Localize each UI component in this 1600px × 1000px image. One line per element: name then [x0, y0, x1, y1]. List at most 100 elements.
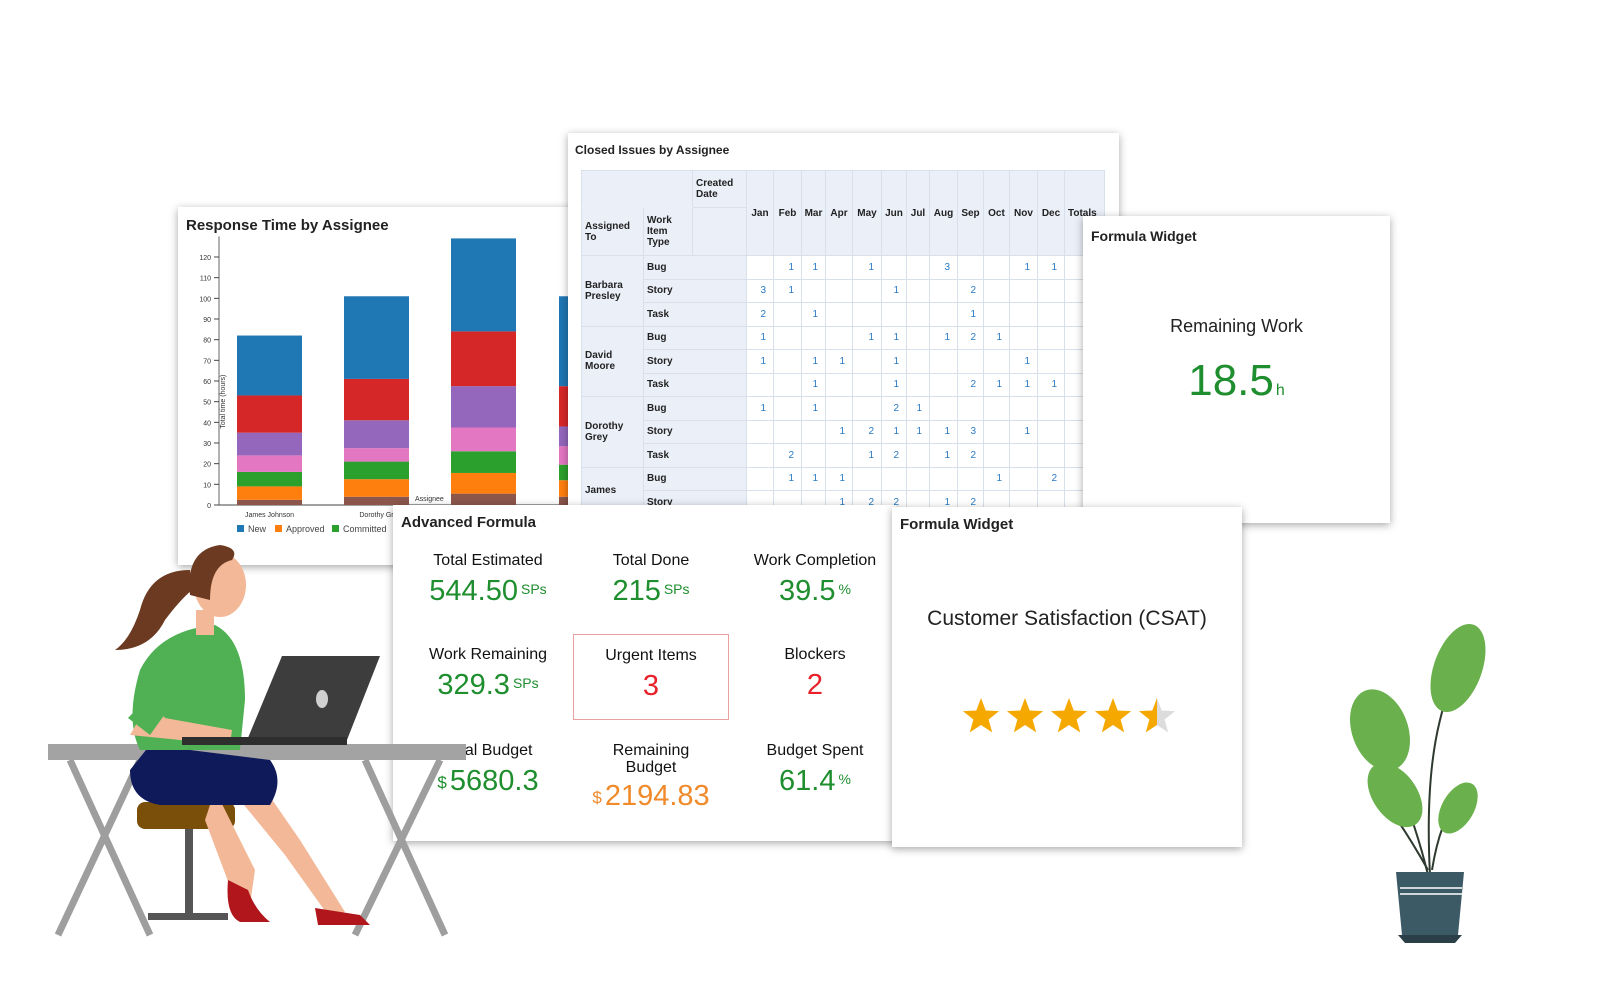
count-cell[interactable]: 1 — [773, 255, 802, 280]
count-cell[interactable] — [881, 255, 907, 280]
count-cell[interactable]: 3 — [746, 278, 774, 303]
count-cell[interactable] — [1009, 396, 1038, 421]
count-cell[interactable]: 2 — [773, 443, 802, 468]
count-cell[interactable]: 1 — [881, 419, 907, 444]
month-header[interactable]: Oct — [983, 170, 1010, 256]
count-cell[interactable] — [929, 396, 958, 421]
count-cell[interactable] — [825, 255, 853, 280]
count-cell[interactable] — [1037, 325, 1065, 350]
count-cell[interactable] — [746, 372, 774, 397]
count-cell[interactable] — [852, 396, 882, 421]
count-cell[interactable] — [881, 302, 907, 327]
formula-cell[interactable]: Total Done 215 SPs — [573, 540, 729, 626]
count-cell[interactable]: 2 — [852, 419, 882, 444]
month-header[interactable]: Jun — [881, 170, 907, 256]
count-cell[interactable] — [1009, 325, 1038, 350]
count-cell[interactable] — [746, 443, 774, 468]
count-cell[interactable]: 1 — [773, 278, 802, 303]
month-header[interactable]: Aug — [929, 170, 958, 256]
count-cell[interactable]: 1 — [881, 325, 907, 350]
month-header[interactable]: Apr — [825, 170, 853, 256]
count-cell[interactable]: 1 — [825, 349, 853, 374]
count-cell[interactable] — [801, 419, 826, 444]
count-cell[interactable] — [983, 349, 1010, 374]
count-cell[interactable] — [957, 396, 984, 421]
count-cell[interactable]: 2 — [957, 278, 984, 303]
month-header[interactable]: Feb — [773, 170, 802, 256]
month-header[interactable]: Sep — [957, 170, 984, 256]
count-cell[interactable]: 1 — [906, 419, 930, 444]
count-cell[interactable] — [983, 396, 1010, 421]
count-cell[interactable]: 1 — [1009, 255, 1038, 280]
count-cell[interactable]: 1 — [929, 419, 958, 444]
formula-cell[interactable]: Blockers 2 — [737, 634, 893, 720]
count-cell[interactable] — [1009, 302, 1038, 327]
count-cell[interactable] — [906, 278, 930, 303]
count-cell[interactable] — [906, 372, 930, 397]
count-cell[interactable] — [801, 443, 826, 468]
count-cell[interactable] — [957, 466, 984, 491]
assigned-to-header[interactable]: Assigned To — [581, 207, 644, 256]
count-cell[interactable] — [929, 302, 958, 327]
count-cell[interactable]: 1 — [1009, 349, 1038, 374]
count-cell[interactable] — [773, 396, 802, 421]
count-cell[interactable]: 1 — [1037, 372, 1065, 397]
count-cell[interactable]: 1 — [983, 466, 1010, 491]
formula-cell[interactable]: Total Budget $5680.3 — [410, 730, 566, 830]
count-cell[interactable] — [1037, 302, 1065, 327]
count-cell[interactable] — [746, 419, 774, 444]
count-cell[interactable]: 1 — [929, 325, 958, 350]
count-cell[interactable] — [746, 466, 774, 491]
count-cell[interactable] — [773, 302, 802, 327]
count-cell[interactable] — [746, 255, 774, 280]
count-cell[interactable]: 2 — [957, 443, 984, 468]
count-cell[interactable]: 2 — [957, 372, 984, 397]
count-cell[interactable]: 1 — [983, 325, 1010, 350]
count-cell[interactable] — [1009, 466, 1038, 491]
count-cell[interactable] — [983, 278, 1010, 303]
count-cell[interactable] — [825, 443, 853, 468]
count-cell[interactable]: 1 — [1037, 255, 1065, 280]
count-cell[interactable] — [1037, 443, 1065, 468]
count-cell[interactable] — [983, 302, 1010, 327]
count-cell[interactable]: 3 — [929, 255, 958, 280]
count-cell[interactable] — [825, 325, 853, 350]
count-cell[interactable]: 1 — [746, 396, 774, 421]
formula-cell[interactable]: Budget Spent 61.4% — [737, 730, 893, 830]
count-cell[interactable] — [852, 466, 882, 491]
count-cell[interactable] — [906, 325, 930, 350]
count-cell[interactable] — [773, 349, 802, 374]
count-cell[interactable]: 1 — [801, 396, 826, 421]
count-cell[interactable] — [906, 349, 930, 374]
count-cell[interactable] — [906, 255, 930, 280]
count-cell[interactable]: 1 — [825, 419, 853, 444]
count-cell[interactable] — [773, 419, 802, 444]
count-cell[interactable]: 1 — [881, 372, 907, 397]
count-cell[interactable] — [1037, 349, 1065, 374]
count-cell[interactable]: 1 — [852, 443, 882, 468]
formula-cell[interactable]: Remaining Budget $2194.83 — [573, 730, 729, 830]
count-cell[interactable] — [1009, 278, 1038, 303]
count-cell[interactable] — [801, 278, 826, 303]
count-cell[interactable] — [957, 349, 984, 374]
count-cell[interactable]: 1 — [825, 466, 853, 491]
count-cell[interactable]: 1 — [983, 372, 1010, 397]
count-cell[interactable] — [825, 396, 853, 421]
count-cell[interactable] — [906, 466, 930, 491]
count-cell[interactable]: 1 — [801, 372, 826, 397]
count-cell[interactable] — [881, 466, 907, 491]
count-cell[interactable]: 1 — [801, 349, 826, 374]
count-cell[interactable]: 1 — [957, 302, 984, 327]
count-cell[interactable] — [957, 255, 984, 280]
count-cell[interactable]: 1 — [852, 325, 882, 350]
count-cell[interactable]: 2 — [957, 325, 984, 350]
formula-cell[interactable]: Work Completion 39.5% — [737, 540, 893, 626]
count-cell[interactable]: 1 — [801, 302, 826, 327]
formula-cell[interactable]: Work Remaining 329.3 SPs — [410, 634, 566, 720]
month-header[interactable]: Dec — [1037, 170, 1065, 256]
count-cell[interactable] — [929, 466, 958, 491]
count-cell[interactable] — [1009, 443, 1038, 468]
formula-cell[interactable]: Total Estimated 544.50 SPs — [410, 540, 566, 626]
count-cell[interactable] — [1037, 396, 1065, 421]
month-header[interactable]: Jan — [746, 170, 774, 256]
